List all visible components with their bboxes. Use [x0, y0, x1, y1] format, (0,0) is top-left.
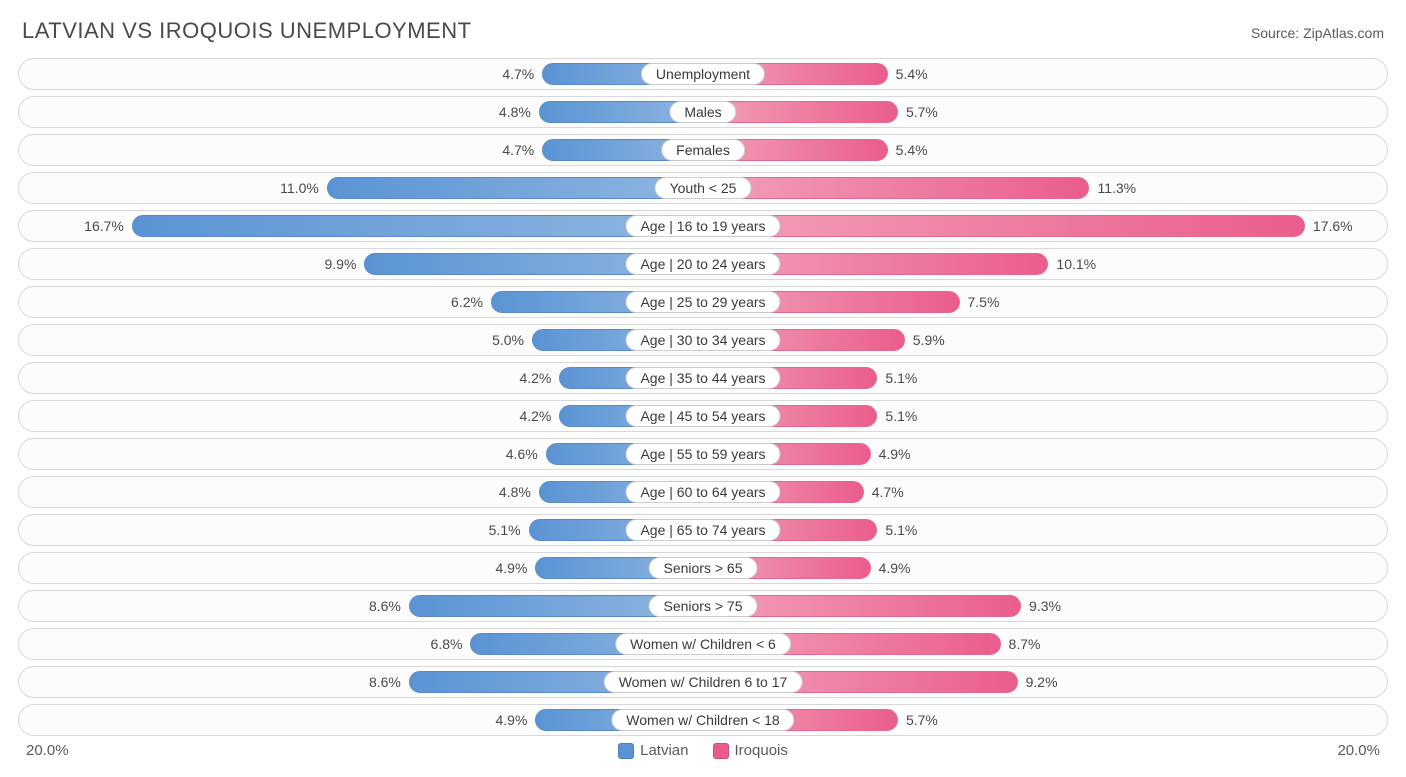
- value-right: 7.5%: [968, 294, 1000, 310]
- bar-left: [327, 177, 703, 199]
- category-label: Males: [669, 101, 736, 123]
- value-left: 4.8%: [499, 484, 531, 500]
- value-right: 5.4%: [896, 142, 928, 158]
- value-right: 5.7%: [906, 104, 938, 120]
- category-label: Age | 20 to 24 years: [625, 253, 780, 275]
- value-left: 8.6%: [369, 598, 401, 614]
- value-left: 4.2%: [519, 408, 551, 424]
- value-left: 6.8%: [431, 636, 463, 652]
- category-label: Age | 35 to 44 years: [625, 367, 780, 389]
- legend: Latvian Iroquois: [69, 742, 1338, 759]
- value-left: 4.6%: [506, 446, 538, 462]
- legend-swatch-left: [618, 743, 634, 759]
- category-label: Age | 60 to 64 years: [625, 481, 780, 503]
- category-label: Age | 16 to 19 years: [625, 215, 780, 237]
- chart-title: LATVIAN VS IROQUOIS UNEMPLOYMENT: [22, 18, 472, 44]
- value-right: 8.7%: [1009, 636, 1041, 652]
- value-left: 9.9%: [325, 256, 357, 272]
- value-right: 4.7%: [872, 484, 904, 500]
- chart-source: Source: ZipAtlas.com: [1251, 25, 1384, 41]
- category-label: Females: [661, 139, 745, 161]
- category-label: Youth < 25: [655, 177, 752, 199]
- value-left: 4.9%: [496, 712, 528, 728]
- scale-max-left: 20.0%: [26, 742, 69, 759]
- chart-row: 4.8% 5.7% Males: [18, 96, 1388, 128]
- value-left: 4.9%: [496, 560, 528, 576]
- value-left: 5.1%: [489, 522, 521, 538]
- category-label: Age | 55 to 59 years: [625, 443, 780, 465]
- value-right: 5.1%: [885, 408, 917, 424]
- value-right: 4.9%: [879, 446, 911, 462]
- bar-left: [132, 215, 703, 237]
- chart-row: 4.9% 5.7% Women w/ Children < 18: [18, 704, 1388, 736]
- chart-row: 6.2% 7.5% Age | 25 to 29 years: [18, 286, 1388, 318]
- chart-row: 11.0% 11.3% Youth < 25: [18, 172, 1388, 204]
- chart-row: 5.0% 5.9% Age | 30 to 34 years: [18, 324, 1388, 356]
- legend-swatch-right: [713, 743, 729, 759]
- category-label: Age | 65 to 74 years: [625, 519, 780, 541]
- chart-header: LATVIAN VS IROQUOIS UNEMPLOYMENT Source:…: [18, 18, 1388, 44]
- chart-row: 4.2% 5.1% Age | 45 to 54 years: [18, 400, 1388, 432]
- category-label: Age | 45 to 54 years: [625, 405, 780, 427]
- chart-row: 16.7% 17.6% Age | 16 to 19 years: [18, 210, 1388, 242]
- value-right: 4.9%: [879, 560, 911, 576]
- chart-row: 4.8% 4.7% Age | 60 to 64 years: [18, 476, 1388, 508]
- value-left: 11.0%: [280, 180, 319, 196]
- scale-max-right: 20.0%: [1337, 742, 1380, 759]
- chart-row: 6.8% 8.7% Women w/ Children < 6: [18, 628, 1388, 660]
- value-left: 4.7%: [502, 66, 534, 82]
- chart-footer: 20.0% Latvian Iroquois 20.0%: [18, 742, 1388, 759]
- value-right: 17.6%: [1313, 218, 1353, 234]
- category-label: Age | 30 to 34 years: [625, 329, 780, 351]
- chart-row: 4.7% 5.4% Females: [18, 134, 1388, 166]
- chart-row: 5.1% 5.1% Age | 65 to 74 years: [18, 514, 1388, 546]
- legend-label-right: Iroquois: [735, 742, 788, 759]
- value-right: 5.1%: [885, 522, 917, 538]
- category-label: Unemployment: [641, 63, 765, 85]
- value-left: 4.7%: [502, 142, 534, 158]
- value-right: 9.3%: [1029, 598, 1061, 614]
- chart-row: 4.6% 4.9% Age | 55 to 59 years: [18, 438, 1388, 470]
- category-label: Age | 25 to 29 years: [625, 291, 780, 313]
- value-right: 10.1%: [1056, 256, 1096, 272]
- category-label: Women w/ Children 6 to 17: [604, 671, 803, 693]
- value-left: 5.0%: [492, 332, 524, 348]
- bar-right: [703, 177, 1089, 199]
- chart-row: 8.6% 9.2% Women w/ Children 6 to 17: [18, 666, 1388, 698]
- chart-row: 4.7% 5.4% Unemployment: [18, 58, 1388, 90]
- chart-row: 8.6% 9.3% Seniors > 75: [18, 590, 1388, 622]
- diverging-bar-chart: 4.7% 5.4% Unemployment 4.8% 5.7% Males 4.7% 5.4…: [18, 58, 1388, 736]
- chart-row: 4.9% 4.9% Seniors > 65: [18, 552, 1388, 584]
- legend-item-right: Iroquois: [713, 742, 788, 759]
- category-label: Seniors > 65: [649, 557, 758, 579]
- value-left: 4.2%: [519, 370, 551, 386]
- chart-row: 9.9% 10.1% Age | 20 to 24 years: [18, 248, 1388, 280]
- value-left: 16.7%: [84, 218, 124, 234]
- value-right: 5.9%: [913, 332, 945, 348]
- value-right: 11.3%: [1097, 180, 1136, 196]
- value-right: 9.2%: [1026, 674, 1058, 690]
- legend-label-left: Latvian: [640, 742, 688, 759]
- category-label: Women w/ Children < 6: [615, 633, 791, 655]
- value-right: 5.1%: [885, 370, 917, 386]
- category-label: Seniors > 75: [649, 595, 758, 617]
- bar-right: [703, 215, 1305, 237]
- value-left: 8.6%: [369, 674, 401, 690]
- value-left: 6.2%: [451, 294, 483, 310]
- category-label: Women w/ Children < 18: [611, 709, 794, 731]
- chart-row: 4.2% 5.1% Age | 35 to 44 years: [18, 362, 1388, 394]
- legend-item-left: Latvian: [618, 742, 688, 759]
- value-right: 5.7%: [906, 712, 938, 728]
- value-right: 5.4%: [896, 66, 928, 82]
- value-left: 4.8%: [499, 104, 531, 120]
